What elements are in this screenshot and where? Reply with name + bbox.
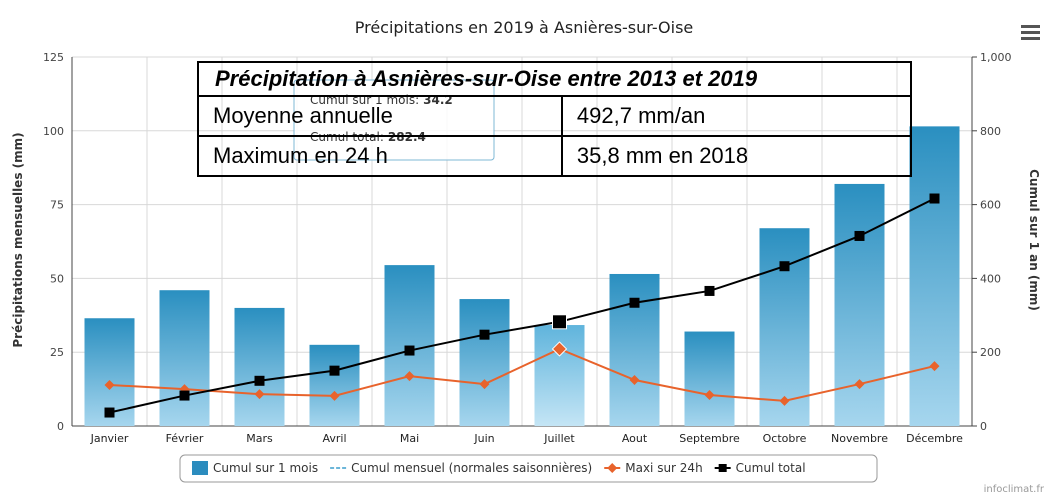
- marker: [254, 375, 265, 386]
- legend-item[interactable]: Cumul mensuel (normales saisonnières): [330, 461, 592, 475]
- x-tick-label: Avril: [322, 432, 346, 445]
- y-tick-label: 100: [43, 125, 64, 138]
- line: [109, 197, 935, 414]
- marker: [254, 389, 265, 400]
- x-tick-label: Novembre: [831, 432, 888, 445]
- x-tick-label: Février: [166, 432, 204, 445]
- bar: [759, 228, 810, 426]
- x-tick-label: Mars: [246, 432, 273, 445]
- marker: [929, 193, 940, 204]
- marker: [104, 407, 115, 418]
- legend-item[interactable]: Cumul total: [714, 461, 806, 475]
- menu-icon[interactable]: [1021, 25, 1040, 40]
- bar: [609, 273, 660, 426]
- y-tick-label: 125: [43, 51, 64, 64]
- x-tick-label: Décembre: [906, 432, 963, 445]
- marker: [629, 297, 640, 308]
- x-tick-label: Septembre: [679, 432, 740, 445]
- table-cell: Moyenne annuelle: [197, 95, 563, 137]
- marker: [929, 361, 940, 372]
- y2-tick-label: 400: [980, 272, 1001, 285]
- y-tick-label: 50: [50, 272, 64, 285]
- bar: [684, 331, 735, 426]
- legend-item[interactable]: Maxi sur 24h: [604, 461, 703, 475]
- marker: [629, 374, 640, 385]
- table-cell: 492,7 mm/an: [560, 95, 913, 137]
- table-cell: 35,8 mm en 2018: [560, 135, 913, 177]
- x-tick-label: Juin: [473, 432, 494, 445]
- legend-marker: [718, 464, 727, 472]
- bar: [834, 183, 885, 426]
- legend-box: [179, 454, 878, 483]
- x-tick-label: Mai: [400, 432, 419, 445]
- y2-axis-label: Cumul sur 1 an (mm): [1027, 169, 1041, 311]
- bar: [159, 290, 210, 426]
- legend-label: Cumul total: [736, 461, 806, 475]
- marker: [704, 285, 715, 296]
- credit: infoclimat.fr: [984, 484, 1045, 495]
- legend-label: Maxi sur 24h: [625, 461, 702, 475]
- legend-swatch: [192, 461, 208, 475]
- marker: [404, 345, 415, 356]
- legend-label: Cumul mensuel (normales saisonnières): [351, 461, 592, 475]
- line: [109, 347, 935, 402]
- marker: [551, 341, 568, 357]
- legend-item[interactable]: Cumul sur 1 mois: [192, 461, 318, 475]
- marker: [104, 379, 115, 390]
- y2-tick-label: 600: [980, 199, 1001, 212]
- marker: [779, 395, 790, 406]
- y2-tick-label: 200: [980, 346, 1001, 359]
- marker: [479, 379, 490, 390]
- x-tick-label: Aout: [622, 432, 648, 445]
- bar: [459, 299, 510, 426]
- x-tick-label: Janvier: [90, 432, 129, 445]
- marker: [329, 390, 340, 401]
- marker: [552, 314, 567, 330]
- y2-tick-label: 1,000: [980, 51, 1012, 64]
- bar: [234, 307, 285, 426]
- table-cell: Maximum en 24 h: [197, 135, 563, 177]
- x-tick-label: Octobre: [763, 432, 807, 445]
- marker: [854, 230, 865, 241]
- marker: [704, 390, 715, 401]
- marker: [854, 379, 865, 390]
- legend-marker: [607, 463, 618, 473]
- marker: [779, 261, 790, 272]
- x-tick-label: Juillet: [543, 432, 575, 445]
- table-title: Précipitation à Asnières-sur-Oise entre …: [197, 61, 912, 97]
- info-table: Précipitation à Asnières-sur-Oise entre …: [197, 61, 913, 177]
- marker: [179, 390, 190, 401]
- marker: [404, 371, 415, 382]
- y-tick-label: 75: [50, 199, 64, 212]
- bar: [309, 344, 360, 426]
- legend-label: Cumul sur 1 mois: [213, 461, 318, 475]
- y-axis-label: Précipitations mensuelles (mm): [11, 132, 25, 347]
- y2-tick-label: 0: [980, 420, 987, 433]
- y-tick-label: 25: [50, 346, 64, 359]
- y2-tick-label: 800: [980, 125, 1001, 138]
- bar: [909, 126, 960, 426]
- bar: [534, 325, 585, 426]
- marker: [329, 365, 340, 376]
- marker: [479, 329, 490, 340]
- y-tick-label: 0: [57, 420, 64, 433]
- chart-title: Précipitations en 2019 à Asnières-sur-Oi…: [355, 18, 694, 37]
